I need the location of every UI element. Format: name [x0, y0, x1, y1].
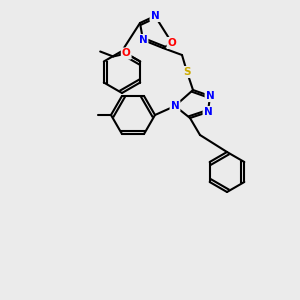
Text: S: S	[183, 67, 191, 77]
Text: O: O	[168, 38, 176, 48]
Text: N: N	[206, 91, 214, 101]
Text: N: N	[139, 35, 147, 45]
Text: O: O	[122, 49, 130, 58]
Text: N: N	[204, 107, 212, 117]
Text: N: N	[171, 101, 179, 111]
Text: N: N	[151, 11, 159, 21]
